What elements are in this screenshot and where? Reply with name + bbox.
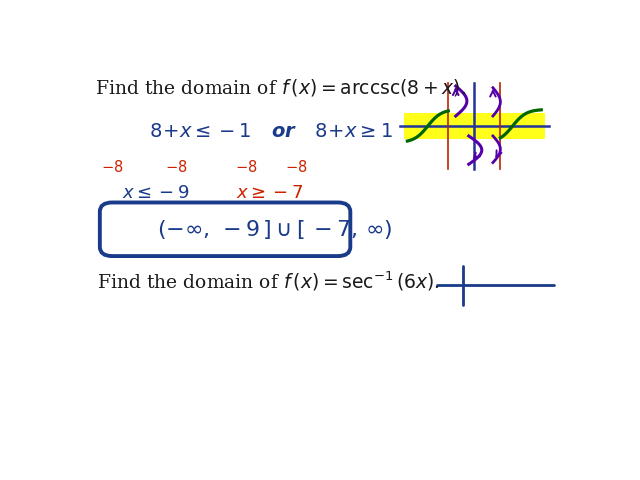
Text: $-8$: $-8$ <box>101 158 124 175</box>
Bar <box>404 113 545 139</box>
Text: $-8$: $-8$ <box>166 158 188 175</box>
Text: Find the domain of $f\,(x) = \mathrm{arccsc}(8 + x)$.: Find the domain of $f\,(x) = \mathrm{arc… <box>95 77 466 97</box>
Text: $-8$: $-8$ <box>285 158 307 175</box>
Text: $-8$: $-8$ <box>235 158 257 175</box>
Text: Find the domain of $f\,(x) = \sec^{-1}(6x)$.: Find the domain of $f\,(x) = \sec^{-1}(6… <box>97 269 440 293</box>
Text: $(-\infty,\,-9\,] \cup [\,-7,\,\infty)$: $(-\infty,\,-9\,] \cup [\,-7,\,\infty)$ <box>157 218 392 241</box>
Text: $8\!+\!x \leq -1$   or   $8\!+\!x \geq 1$: $8\!+\!x \leq -1$ or $8\!+\!x \geq 1$ <box>150 122 393 141</box>
Text: $x \geq -7$: $x \geq -7$ <box>236 183 303 202</box>
Text: $x \leq -9$: $x \leq -9$ <box>122 183 189 202</box>
